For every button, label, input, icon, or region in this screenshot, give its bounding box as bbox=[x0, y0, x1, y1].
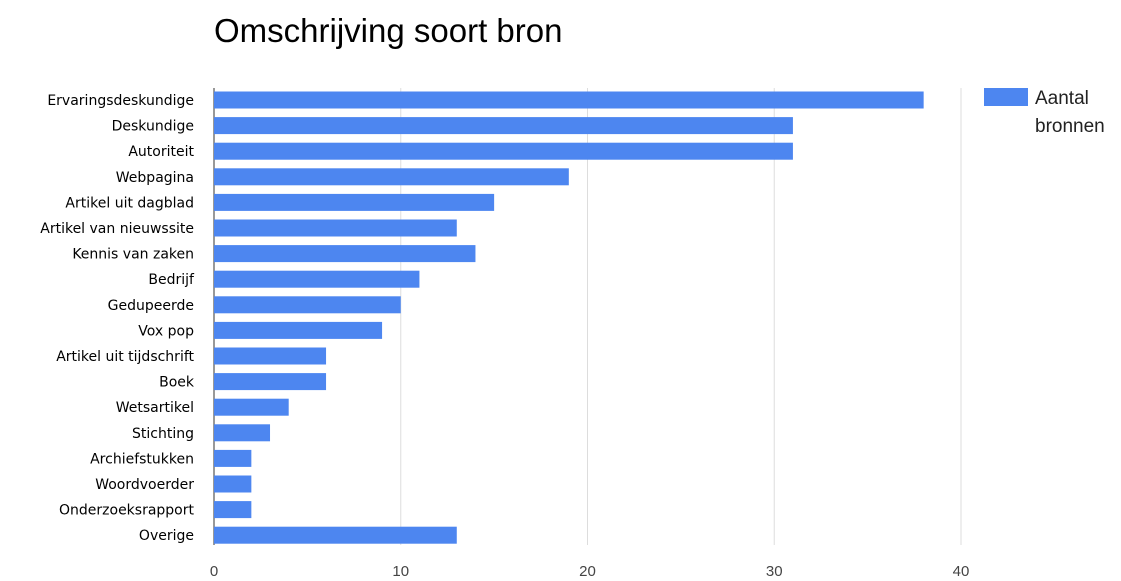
bar-13 bbox=[214, 424, 271, 442]
category-label-11: Boek bbox=[159, 375, 195, 391]
category-label-5: Artikel van nieuwssite bbox=[40, 221, 194, 237]
category-label-2: Autoriteit bbox=[128, 144, 194, 160]
bar-3 bbox=[214, 168, 569, 186]
bar-9 bbox=[214, 321, 383, 339]
bar-17 bbox=[214, 526, 457, 544]
category-label-10: Artikel uit tijdschrift bbox=[56, 349, 194, 365]
bar-8 bbox=[214, 296, 401, 314]
category-label-16: Onderzoeksrapport bbox=[59, 503, 195, 519]
bar-0 bbox=[214, 91, 924, 109]
legend-label-line-0: Aantal bbox=[1035, 88, 1089, 109]
category-label-7: Bedrijf bbox=[148, 272, 195, 288]
category-labels: Ervaringsdeskundige Deskundige Autoriteit W… bbox=[40, 93, 195, 544]
bar-12 bbox=[214, 398, 289, 416]
x-tick-label-10: 10 bbox=[392, 563, 409, 580]
chart-title: Omschrijving soort bron bbox=[214, 12, 562, 49]
category-label-3: Webpagina bbox=[116, 170, 194, 186]
x-tick-label-30: 30 bbox=[766, 563, 783, 580]
bar-16 bbox=[214, 501, 252, 519]
category-label-12: Wetsartikel bbox=[116, 400, 194, 416]
category-label-9: Vox pop bbox=[138, 323, 194, 339]
bar-14 bbox=[214, 449, 252, 467]
bar-11 bbox=[214, 373, 327, 391]
x-tick-label-40: 40 bbox=[953, 563, 970, 580]
category-label-15: Woordvoerder bbox=[95, 477, 194, 493]
grid-lines bbox=[213, 88, 962, 545]
bar-2 bbox=[214, 142, 793, 160]
category-label-13: Stichting bbox=[132, 426, 194, 442]
x-tick-label-20: 20 bbox=[579, 563, 596, 580]
bar-4 bbox=[214, 193, 495, 211]
category-label-4: Artikel uit dagblad bbox=[65, 195, 194, 211]
bar-5 bbox=[214, 219, 457, 237]
category-label-0: Ervaringsdeskundige bbox=[47, 93, 194, 109]
bar-10 bbox=[214, 347, 327, 365]
legend-label-line-1: bronnen bbox=[1035, 116, 1105, 137]
x-axis-ticks: 0 10 20 30 40 bbox=[210, 563, 970, 580]
category-label-14: Archiefstukken bbox=[90, 451, 194, 467]
bars bbox=[214, 91, 924, 544]
bar-15 bbox=[214, 475, 252, 493]
category-label-6: Kennis van zaken bbox=[72, 247, 194, 263]
category-label-17: Overige bbox=[139, 528, 194, 544]
bar-1 bbox=[214, 117, 793, 135]
x-tick-label-0: 0 bbox=[210, 563, 218, 580]
legend-swatch bbox=[984, 88, 1028, 106]
legend: Aantal bronnen bbox=[984, 88, 1105, 137]
bar-6 bbox=[214, 245, 476, 263]
category-label-8: Gedupeerde bbox=[108, 298, 194, 314]
bar-7 bbox=[214, 270, 420, 288]
category-label-1: Deskundige bbox=[112, 119, 194, 135]
